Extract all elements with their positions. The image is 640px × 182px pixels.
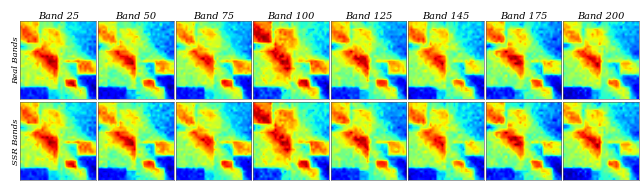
Title: Band 125: Band 125 [345, 12, 392, 21]
Title: Band 175: Band 175 [500, 12, 547, 21]
Title: Band 75: Band 75 [193, 12, 234, 21]
Title: Band 50: Band 50 [115, 12, 156, 21]
Y-axis label: Real Bands: Real Bands [12, 36, 20, 84]
Title: Band 200: Band 200 [577, 12, 625, 21]
Title: Band 100: Band 100 [267, 12, 314, 21]
Title: Band 145: Band 145 [422, 12, 470, 21]
Y-axis label: SSR Bands: SSR Bands [12, 118, 20, 165]
Title: Band 25: Band 25 [38, 12, 79, 21]
